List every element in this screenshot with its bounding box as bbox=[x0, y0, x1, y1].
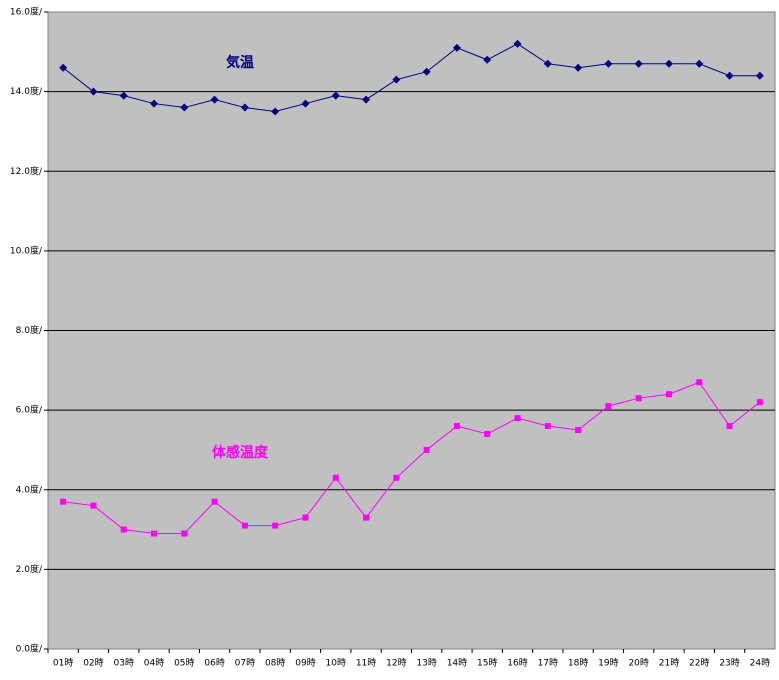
x-tick-label: 20時 bbox=[628, 658, 648, 669]
point bbox=[301, 99, 310, 108]
point bbox=[120, 526, 127, 533]
y-tick-label: 8.0度/ bbox=[16, 324, 43, 336]
point bbox=[635, 395, 642, 402]
x-tick-label: 15時 bbox=[477, 658, 497, 669]
point bbox=[604, 59, 613, 68]
y-tick-label: 6.0度/ bbox=[16, 404, 43, 416]
point bbox=[60, 498, 67, 505]
x-tick-label: 08時 bbox=[265, 658, 285, 669]
point bbox=[514, 415, 521, 422]
point bbox=[119, 91, 128, 100]
x-tick-label: 24時 bbox=[750, 658, 770, 669]
point bbox=[543, 59, 552, 68]
point bbox=[271, 107, 280, 116]
point bbox=[513, 39, 522, 48]
point bbox=[89, 87, 98, 96]
x-tick-label: 22時 bbox=[689, 658, 709, 669]
x-tick-label: 03時 bbox=[114, 658, 134, 669]
point bbox=[423, 446, 430, 453]
x-tick-label: 18時 bbox=[568, 658, 588, 669]
point bbox=[332, 474, 339, 481]
y-tick-label: 4.0度/ bbox=[16, 483, 43, 495]
point bbox=[90, 502, 97, 509]
x-tick-label: 11時 bbox=[356, 658, 376, 669]
x-tick-label: 12時 bbox=[386, 658, 406, 669]
x-tick-label: 06時 bbox=[204, 658, 224, 669]
x-tick-label: 02時 bbox=[83, 658, 103, 669]
point bbox=[452, 43, 461, 52]
x-tick-label: 19時 bbox=[598, 658, 618, 669]
point bbox=[181, 530, 188, 537]
point bbox=[392, 75, 401, 84]
point bbox=[150, 99, 159, 108]
point bbox=[240, 103, 249, 112]
point bbox=[210, 95, 219, 104]
point bbox=[605, 403, 612, 410]
point bbox=[755, 71, 764, 80]
point bbox=[151, 530, 158, 537]
x-tick-label: 09時 bbox=[295, 658, 315, 669]
point bbox=[634, 59, 643, 68]
point bbox=[241, 522, 248, 529]
x-tick-label: 05時 bbox=[174, 658, 194, 669]
series-line bbox=[62, 43, 760, 113]
point bbox=[453, 423, 460, 430]
point bbox=[272, 522, 279, 529]
x-tick-label: 21時 bbox=[659, 658, 679, 669]
x-tick-label: 17時 bbox=[538, 658, 558, 669]
point bbox=[362, 95, 371, 104]
point bbox=[484, 431, 491, 438]
y-tick-label: 16.0度/ bbox=[10, 6, 43, 18]
point bbox=[483, 55, 492, 64]
point bbox=[726, 423, 733, 430]
point bbox=[575, 427, 582, 434]
point bbox=[59, 63, 68, 72]
y-tick-label: 2.0度/ bbox=[16, 563, 43, 575]
point bbox=[211, 498, 218, 505]
point bbox=[574, 63, 583, 72]
point bbox=[393, 474, 400, 481]
series-label: 体感温度 bbox=[212, 444, 269, 461]
y-tick-label: 0.0度/ bbox=[16, 643, 43, 655]
point bbox=[363, 514, 370, 521]
series-line bbox=[63, 381, 761, 535]
point bbox=[695, 59, 704, 68]
x-tick-label: 04時 bbox=[144, 658, 164, 669]
point bbox=[331, 91, 340, 100]
x-tick-label: 10時 bbox=[326, 658, 346, 669]
point bbox=[180, 103, 189, 112]
x-tick-label: 01時 bbox=[53, 658, 73, 669]
point bbox=[664, 59, 673, 68]
point bbox=[725, 71, 734, 80]
point bbox=[422, 67, 431, 76]
y-tick-label: 14.0度/ bbox=[10, 85, 43, 97]
series-label: 気温 bbox=[226, 54, 254, 71]
x-tick-label: 16時 bbox=[507, 658, 527, 669]
x-tick-label: 23時 bbox=[719, 658, 739, 669]
point bbox=[302, 514, 309, 521]
point bbox=[756, 399, 763, 406]
x-tick-label: 07時 bbox=[235, 658, 255, 669]
point bbox=[665, 391, 672, 398]
x-tick-label: 14時 bbox=[447, 658, 467, 669]
y-tick-label: 10.0度/ bbox=[10, 244, 43, 256]
point bbox=[696, 379, 703, 386]
y-tick-label: 12.0度/ bbox=[10, 165, 43, 177]
x-tick-label: 13時 bbox=[416, 658, 436, 669]
point bbox=[544, 423, 551, 430]
